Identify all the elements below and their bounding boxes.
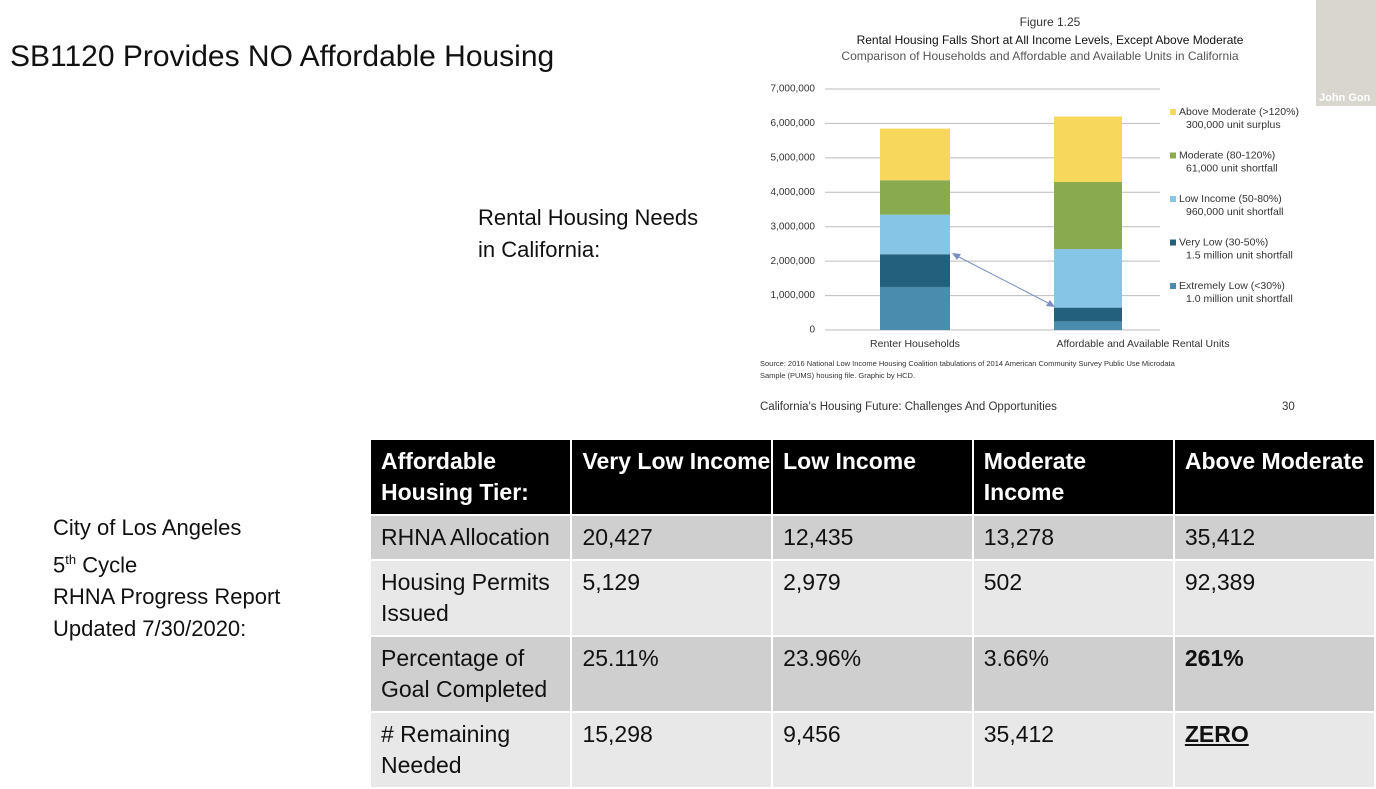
participant-name: John Gon: [1319, 92, 1371, 104]
legend-label: Very Low (30-50%): [1179, 236, 1268, 248]
cell: 35,412: [972, 712, 1175, 789]
cell: ZERO: [1173, 712, 1376, 789]
legend-note: 300,000 unit surplus: [1186, 119, 1281, 131]
caption-line: in California:: [478, 237, 601, 262]
cell: 3.66%: [972, 636, 1175, 713]
bar-segment: [880, 214, 950, 255]
cell: 12,435: [772, 515, 974, 561]
caption-line: Updated 7/30/2020:: [53, 616, 247, 642]
cell: 25.11%: [571, 636, 774, 713]
row: Housing Permits Issued 5,129 2,979 502 9…: [371, 560, 1376, 637]
cell: 5,129: [571, 560, 774, 637]
footer: California's Housing Future: Challenges …: [760, 401, 1057, 413]
legend-note: 1.5 million unit shortfall: [1186, 249, 1293, 261]
chart-caption: Rental Housing Needs in California:: [478, 202, 698, 266]
y-tick-label: 1,000,000: [771, 290, 816, 301]
row: # Remaining Needed 15,298 9,456 35,412 Z…: [371, 712, 1376, 789]
y-tick-label: 7,000,000: [771, 84, 816, 95]
chart: Figure 1.25 Rental Housing Falls Short a…: [760, 15, 1299, 413]
row: Percentage of Goal Completed 25.11% 23.9…: [371, 636, 1376, 713]
y-tick-label: 3,000,000: [771, 221, 816, 232]
legend-label: Low Income (50-80%): [1179, 193, 1282, 205]
legend-label: Moderate (80-120%): [1179, 149, 1275, 161]
bar-segment: [1054, 116, 1122, 182]
legend-label: Extremely Low (<30%): [1179, 280, 1285, 292]
header-cell: Low Income: [772, 440, 974, 516]
plot: 0 1,000,000 2,000,000 3,000,000 4,000,000 5,0…: [771, 84, 1299, 350]
cell: 20,427: [571, 515, 774, 561]
arrow: [954, 254, 1053, 306]
legend-swatch: [1170, 196, 1176, 202]
cell: 35,412: [1173, 515, 1376, 561]
chart-subtitle: Comparison of Households and Affordable …: [841, 49, 1238, 63]
cell: # Remaining Needed: [371, 712, 573, 789]
cell: RHNA Allocation: [371, 515, 573, 561]
caption-line: City of Los Angeles: [53, 515, 242, 540]
legend-note: 1.0 million unit shortfall: [1186, 293, 1293, 305]
cycle-suffix: th: [65, 552, 77, 567]
bar-segment: [1054, 249, 1122, 308]
x-tick-label: Affordable and Available Rental Units: [1057, 338, 1230, 350]
bar-segment: [1054, 307, 1122, 322]
y-tick-label: 4,000,000: [771, 187, 816, 198]
bar-segment: [1054, 181, 1122, 250]
legend-label: Above Moderate (>120%): [1179, 106, 1299, 118]
header-cell: Above Moderate: [1173, 440, 1376, 516]
rhna-table: Affordable Housing Tier: Very Low Income…: [371, 440, 1376, 789]
x-tick-label: Renter Households: [870, 338, 960, 350]
legend-swatch: [1170, 109, 1176, 115]
cell: 13,278: [972, 515, 1175, 561]
row: RHNA Allocation 20,427 12,435 13,278 35,…: [371, 515, 1376, 561]
y-tick-label: 6,000,000: [771, 118, 816, 129]
y-tick-label: 2,000,000: [771, 256, 816, 267]
cell: 92,389: [1173, 560, 1376, 637]
cell: Housing Permits Issued: [371, 560, 573, 637]
source: Source: 2016 National Low Income Housing…: [760, 359, 1176, 368]
caption-line: Rental Housing Needs: [478, 205, 699, 230]
caption-line: 5th Cycle: [53, 544, 280, 581]
bar-segment: [880, 286, 950, 330]
table-caption: City of Los Angeles 5th Cycle RHNA Progr…: [53, 512, 280, 645]
caption-line: RHNA Progress Report: [53, 584, 281, 610]
cycle-word: Cycle: [82, 552, 138, 578]
cell: 23.96%: [772, 636, 974, 713]
header-cell: Moderate Income: [972, 440, 1175, 516]
bar-segment: [880, 180, 950, 215]
legend-swatch: [1170, 283, 1176, 289]
cycle-number: 5: [53, 552, 66, 578]
header-cell: Very Low Income: [571, 440, 774, 516]
page-number: 30: [1282, 401, 1295, 413]
cell: 2,979: [772, 560, 974, 637]
source: Sample (PUMS) housing file. Graphic by H…: [760, 371, 915, 380]
cell: 9,456: [772, 712, 974, 789]
bar-segment: [880, 254, 950, 287]
cell: 15,298: [571, 712, 774, 789]
legend-note: 960,000 unit shortfall: [1186, 206, 1283, 218]
cell: Percentage of Goal Completed: [371, 636, 573, 713]
cell: 261%: [1173, 636, 1376, 713]
cell: 502: [972, 560, 1175, 637]
chart-title: Rental Housing Falls Short at All Income…: [857, 33, 1244, 47]
bar-segment: [880, 128, 950, 181]
figure-number: Figure 1.25: [1020, 15, 1081, 29]
legend-swatch: [1170, 239, 1176, 246]
y-tick-label: 0: [809, 325, 815, 336]
legend-swatch: [1170, 152, 1176, 159]
bar-segment: [1054, 321, 1122, 330]
slide-title: SB1120 Provides NO Affordable Housing: [10, 40, 555, 73]
header-cell: Affordable Housing Tier:: [371, 440, 573, 516]
legend-note: 61,000 unit shortfall: [1186, 162, 1278, 174]
video-tile: John Gon: [1316, 0, 1376, 106]
header-row: Affordable Housing Tier: Very Low Income…: [371, 440, 1376, 516]
y-tick-label: 5,000,000: [771, 152, 816, 163]
